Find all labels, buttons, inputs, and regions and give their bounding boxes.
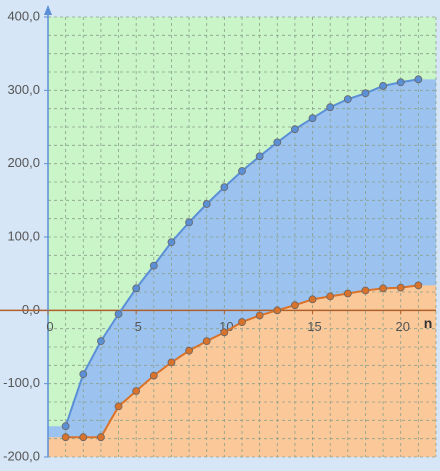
point bbox=[343, 95, 352, 104]
point bbox=[273, 138, 282, 147]
point bbox=[291, 125, 299, 134]
point bbox=[149, 371, 158, 380]
y-tick-label: 400,0 bbox=[7, 8, 40, 23]
point bbox=[185, 218, 193, 227]
point bbox=[202, 337, 211, 346]
point bbox=[361, 89, 370, 98]
point bbox=[132, 387, 141, 395]
point bbox=[326, 103, 335, 112]
x-tick-label: 15 bbox=[307, 319, 321, 334]
point bbox=[79, 433, 88, 442]
point bbox=[61, 422, 70, 431]
point bbox=[79, 370, 88, 379]
y-tick-label: -100,0 bbox=[3, 375, 40, 390]
point bbox=[132, 284, 141, 293]
point bbox=[291, 301, 299, 310]
point bbox=[220, 328, 229, 337]
y-tick-label: 0,0 bbox=[22, 302, 40, 317]
point bbox=[414, 281, 423, 290]
point bbox=[326, 292, 335, 301]
x-tick-label: 20 bbox=[395, 319, 409, 334]
y-axis-arrow bbox=[44, 5, 52, 15]
y-tick-label: 100,0 bbox=[7, 228, 40, 243]
point bbox=[414, 75, 423, 84]
point bbox=[379, 82, 387, 90]
point bbox=[379, 284, 387, 293]
point bbox=[114, 310, 123, 318]
y-tick-label: 200,0 bbox=[7, 155, 40, 170]
point bbox=[361, 286, 370, 295]
point bbox=[255, 311, 264, 320]
point bbox=[308, 295, 317, 304]
x-axis-label: n bbox=[424, 315, 433, 331]
point bbox=[167, 358, 176, 367]
point bbox=[273, 306, 282, 315]
point bbox=[238, 318, 246, 326]
x-tick-label: 0 bbox=[46, 319, 53, 334]
point bbox=[220, 183, 229, 192]
point bbox=[185, 346, 193, 355]
point bbox=[97, 433, 105, 442]
point bbox=[114, 402, 123, 411]
point bbox=[343, 289, 352, 298]
point bbox=[202, 200, 211, 208]
x-tick-label: 5 bbox=[135, 319, 142, 334]
y-tick-label: -200,0 bbox=[3, 448, 40, 463]
point bbox=[396, 283, 405, 292]
point bbox=[149, 261, 158, 270]
point bbox=[167, 238, 176, 247]
point bbox=[396, 78, 405, 87]
y-tick-label: 300,0 bbox=[7, 82, 40, 97]
point bbox=[61, 433, 70, 442]
point bbox=[308, 114, 317, 123]
point bbox=[97, 337, 105, 346]
point bbox=[238, 167, 246, 175]
point bbox=[255, 152, 264, 161]
